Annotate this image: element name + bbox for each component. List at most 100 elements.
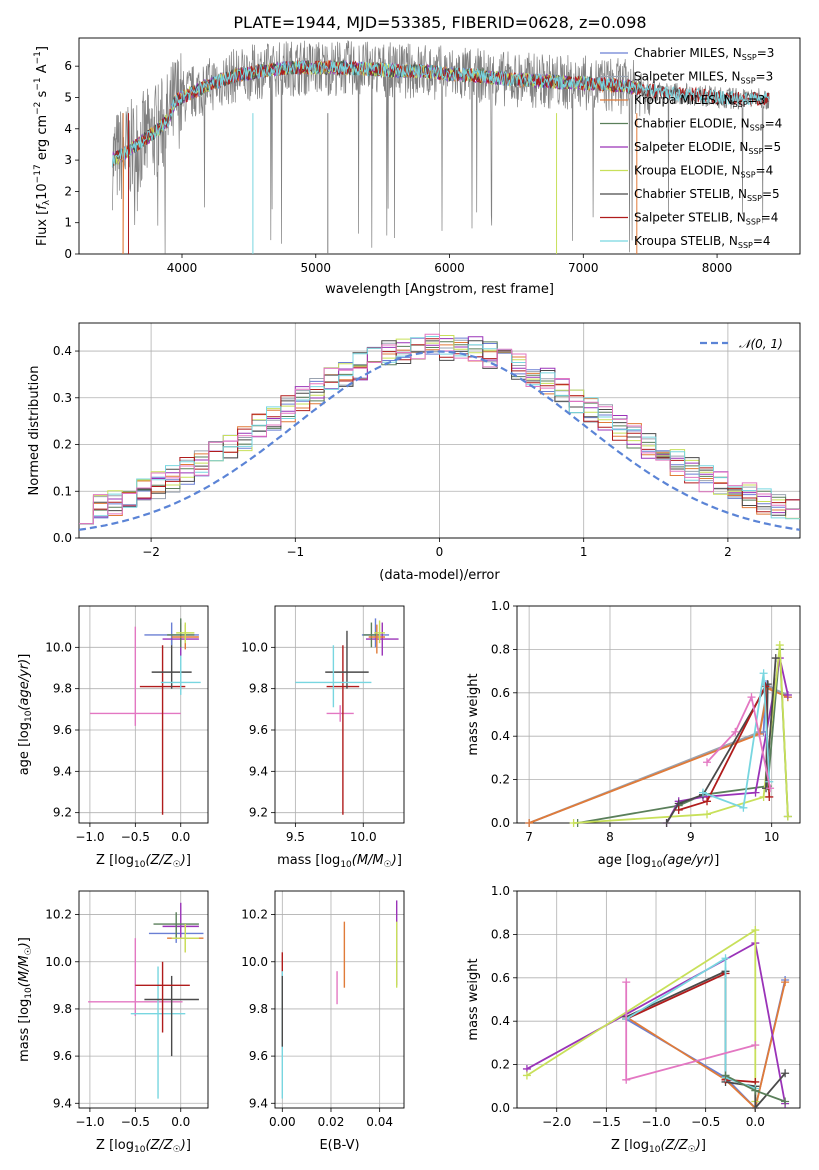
weight-marker <box>747 693 756 702</box>
legend-entry: Salpeter ELODIE, NSSP=5 <box>634 140 781 156</box>
weight-marker <box>703 797 712 806</box>
y-tick-label: 9.2 <box>249 806 268 820</box>
y-tick-label: 0.0 <box>491 1101 510 1115</box>
x-axis-label: mass [log10(M/M☉)] <box>277 853 402 870</box>
weight-marker <box>766 784 775 793</box>
x-tick-label: 0.00 <box>269 1115 296 1129</box>
weight-marker <box>751 788 760 797</box>
weight-marker <box>525 819 534 827</box>
y-tick-label: 9.6 <box>249 1049 268 1063</box>
y-tick-label: 10.0 <box>45 640 72 654</box>
y-axis-label: mass [log10(M/M☉)] <box>17 937 34 1062</box>
legend-entry: Kroupa STELIB, NSSP=4 <box>634 234 771 250</box>
x-tick-label: 7000 <box>568 261 599 275</box>
x-tick-label: 0.0 <box>171 1115 190 1129</box>
weight-vs-age-axes: 7 8 9 10 0.0 0.2 0.4 0.6 0.8 1.0 age [log10(age/yr… <box>466 599 801 870</box>
x-tick-label: 0.04 <box>366 1115 393 1129</box>
y-axis-label: mass weight <box>466 958 481 1040</box>
x-tick-label: −1.0 <box>641 1115 670 1129</box>
y-axis-label: mass weight <box>466 673 481 755</box>
mass-vs-Z-points <box>88 902 204 1099</box>
weight-vs-Z-axes: −2.0 −1.5 −1.0 −0.5 0.0 0.0 0.2 0.4 0.6 0.8 1.0 Z [… <box>466 884 801 1155</box>
y-tick-label: 10.0 <box>45 955 72 969</box>
y-tick-label: 1 <box>64 216 72 230</box>
weight-marker <box>622 1075 631 1084</box>
y-tick-label: 9.8 <box>249 1002 268 1016</box>
y-tick-label: 3 <box>64 153 72 167</box>
y-tick-label: 9.4 <box>53 1096 72 1110</box>
weight-marker <box>522 1071 531 1080</box>
y-tick-label: 9.2 <box>53 806 72 820</box>
y-tick-label: 9.8 <box>249 682 268 696</box>
age-vs-Z-frame <box>78 605 209 824</box>
spectrum-axes: 4000 5000 6000 7000 8000 0 1 2 3 4 5 6 wavelength [A… <box>33 37 801 297</box>
y-tick-label: 0.4 <box>491 1014 510 1028</box>
y-tick-label: 10.0 <box>241 955 268 969</box>
weight-marker <box>781 1097 790 1106</box>
x-tick-label: 10.0 <box>350 830 377 844</box>
x-tick-label: 5000 <box>300 261 331 275</box>
mass-vs-Z-axes: −1.0 −0.5 0.0 9.4 9.6 9.8 10.0 10.2 Z [log10(Z/Z… <box>17 890 209 1155</box>
y-tick-label: 10.2 <box>45 908 72 922</box>
weight-marker <box>765 792 774 801</box>
y-tick-label: 9.8 <box>53 1002 72 1016</box>
spectrum-legend: Chabrier MILES, NSSP=3 Salpeter MILES, NS… <box>600 46 782 250</box>
x-tick-label: 6000 <box>434 261 465 275</box>
x-tick-label: 9.5 <box>286 830 305 844</box>
age-vs-Z-axes: −1.0 −0.5 0.0 9.2 9.4 9.6 9.8 10.0 Z [log10(Z/Z☉… <box>17 605 209 870</box>
x-tick-label: 10 <box>764 830 779 844</box>
y-tick-label: 4 <box>64 122 72 136</box>
weight-marker <box>703 758 712 767</box>
weight-marker <box>751 1104 760 1112</box>
x-axis-label: (data-model)/error <box>379 568 500 583</box>
residual-histograms <box>79 333 800 531</box>
y-tick-label: 0.0 <box>53 531 72 545</box>
weight-marker <box>569 819 578 827</box>
weight-series-line <box>528 685 789 824</box>
mass-vs-EBV-axes: 0.00 0.02 0.04 9.4 9.6 9.8 10.0 10.2 E(B-V) <box>241 890 405 1153</box>
y-tick-label: 0.3 <box>53 391 72 405</box>
x-tick-label: 0.0 <box>171 830 190 844</box>
age-vs-Z-points <box>89 618 201 815</box>
x-tick-label: 8000 <box>702 261 733 275</box>
x-tick-label: 8 <box>606 830 614 844</box>
weight-marker <box>751 1041 760 1050</box>
weight-marker <box>781 978 790 987</box>
y-tick-label: 9.4 <box>249 1096 268 1110</box>
weight-vs-Z-series <box>522 926 790 1112</box>
y-tick-label: 10.0 <box>241 640 268 654</box>
residuals-axes: −2 −1 0 1 2 0.0 0.1 0.2 0.3 0.4 𝒩(0, 1) (data-model… <box>27 322 801 583</box>
x-axis-label: Z [log10(Z/Z☉)] <box>96 853 191 870</box>
x-axis-label: age [log10(age/yr)] <box>598 853 720 870</box>
x-tick-label: 1 <box>580 545 588 559</box>
x-tick-label: −0.5 <box>691 1115 720 1129</box>
age-vs-mass-frame <box>274 605 405 824</box>
x-tick-label: −2 <box>142 545 160 559</box>
y-tick-label: 9.4 <box>53 764 72 778</box>
x-axis-label: Z [log10(Z/Z☉)] <box>611 1138 706 1155</box>
x-tick-label: −2.0 <box>542 1115 571 1129</box>
x-tick-label: −0.5 <box>121 1115 150 1129</box>
weight-marker <box>759 669 768 678</box>
x-axis-label: Z [log10(Z/Z☉)] <box>96 1138 191 1155</box>
x-tick-label: −1.0 <box>75 830 104 844</box>
weight-marker <box>721 1071 730 1080</box>
y-tick-label: 0.0 <box>491 816 510 830</box>
x-tick-label: −0.5 <box>121 830 150 844</box>
weight-marker <box>781 1069 790 1078</box>
weight-series-line <box>625 981 786 1110</box>
gaussian-reference-line <box>79 350 800 531</box>
y-tick-label: 5 <box>64 90 72 104</box>
model-spectrum-line <box>111 60 770 168</box>
y-tick-label: 0.1 <box>53 484 72 498</box>
y-tick-label: 0.8 <box>491 642 510 656</box>
y-tick-label: 0.8 <box>491 927 510 941</box>
legend-entry: 𝒩(0, 1) <box>739 337 783 351</box>
mass-vs-Z-frame <box>78 890 209 1109</box>
weight-marker <box>739 803 748 812</box>
weight-marker <box>783 812 792 821</box>
legend-entry: Salpeter MILES, NSSP=3 <box>634 70 773 86</box>
y-tick-label: 0.6 <box>491 686 510 700</box>
legend-entry: Salpeter STELIB, NSSP=4 <box>634 211 778 227</box>
age-vs-mass-axes: 9.5 10.0 9.2 9.4 9.6 9.8 10.0 mass [log10(M/M☉)… <box>241 605 405 870</box>
